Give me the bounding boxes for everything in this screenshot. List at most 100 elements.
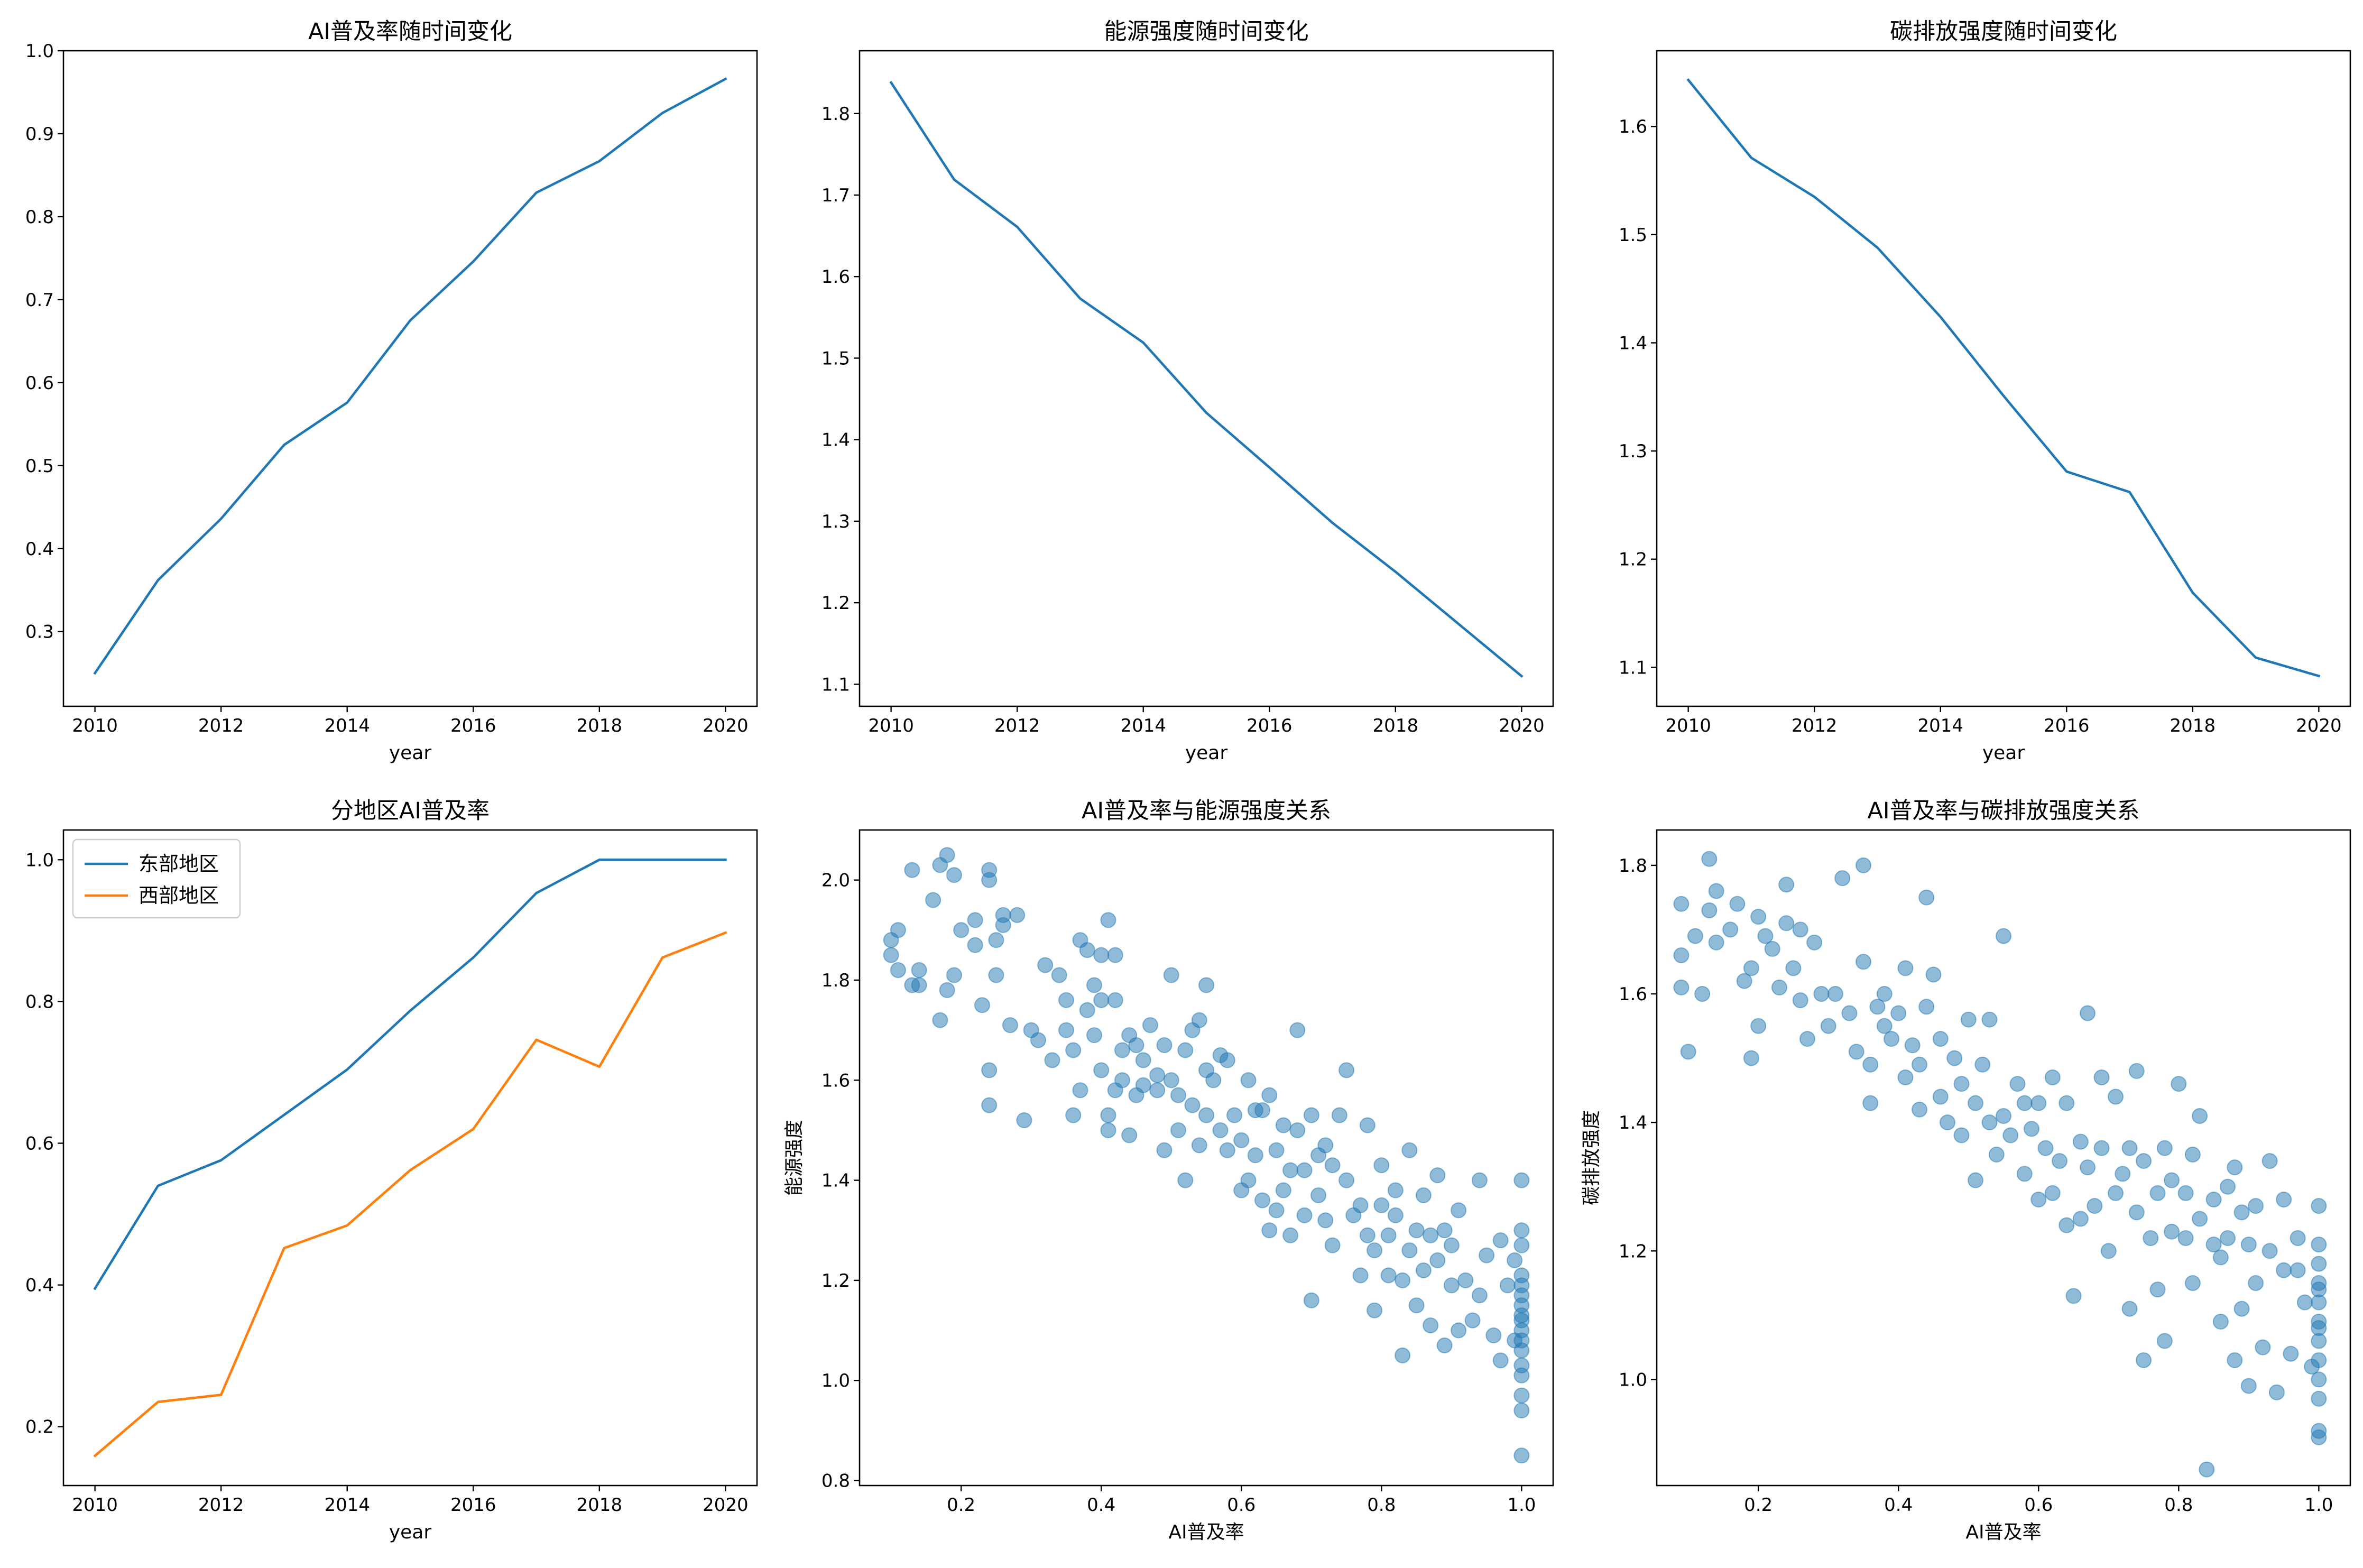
axes-frame bbox=[859, 50, 1554, 707]
scatter-point bbox=[2072, 1211, 2089, 1227]
scatter-point bbox=[1694, 986, 1711, 1002]
scatter-point bbox=[1722, 921, 1739, 938]
scatter-point bbox=[1436, 1222, 1453, 1239]
scatter-point bbox=[939, 982, 955, 998]
scatter-point bbox=[2311, 1281, 2327, 1298]
scatter-point bbox=[1275, 1182, 1291, 1198]
scatter-point bbox=[1254, 1192, 1271, 1209]
scatter-point bbox=[2276, 1192, 2292, 1208]
scatter-point bbox=[1855, 954, 1871, 970]
scatter-point bbox=[1764, 940, 1780, 957]
legend-label: 东部地区 bbox=[139, 852, 219, 875]
series-line-1 bbox=[93, 77, 727, 675]
scatter-point bbox=[2220, 1178, 2236, 1195]
scatter-point bbox=[2240, 1237, 2257, 1253]
scatter-point bbox=[1401, 1242, 1418, 1259]
scatter-point bbox=[1981, 1011, 1998, 1028]
scatter-point bbox=[2233, 1300, 2250, 1317]
x-tick-label: 2010 bbox=[868, 715, 914, 736]
x-tick-label: 2012 bbox=[198, 715, 244, 736]
scatter-point bbox=[1030, 1032, 1046, 1048]
y-tick-label: 0.8 bbox=[25, 207, 54, 228]
scatter-point bbox=[2177, 1230, 2194, 1246]
scatter-point bbox=[2052, 1153, 2068, 1169]
scatter-point bbox=[1415, 1187, 1432, 1203]
scatter-point bbox=[1457, 1272, 1474, 1288]
scatter-point bbox=[2024, 1121, 2040, 1137]
scatter-point bbox=[2128, 1204, 2145, 1221]
scatter-point bbox=[2255, 1339, 2271, 1355]
scatter-point bbox=[1331, 1107, 1347, 1123]
scatter-point bbox=[904, 862, 920, 878]
x-tick-label: 0.2 bbox=[1744, 1495, 1773, 1516]
scatter-point bbox=[1373, 1157, 1390, 1174]
scatter-point bbox=[1513, 1342, 1530, 1359]
scatter-point bbox=[2311, 1256, 2327, 1272]
x-tick-label: 0.6 bbox=[1227, 1495, 1256, 1516]
scatter-point bbox=[1869, 999, 1886, 1015]
x-tick-label: 2018 bbox=[1373, 715, 1419, 736]
scatter-point bbox=[1890, 1005, 1907, 1021]
scatter-point bbox=[1464, 1312, 1481, 1329]
y-tick-label: 0.7 bbox=[25, 290, 54, 311]
scatter-point bbox=[1289, 1122, 1306, 1138]
y-tick-label: 0.9 bbox=[25, 124, 54, 145]
scatter-point bbox=[1079, 942, 1095, 958]
scatter-point bbox=[1058, 1022, 1074, 1038]
scatter-point bbox=[2227, 1352, 2243, 1368]
scatter-point bbox=[2296, 1294, 2313, 1311]
scatter-point bbox=[1212, 1122, 1229, 1138]
scatter-point bbox=[1932, 1089, 1949, 1105]
scatter-point bbox=[1415, 1262, 1432, 1278]
scatter-point bbox=[2212, 1249, 2229, 1266]
scatter-point bbox=[1436, 1337, 1453, 1353]
scatter-point bbox=[1750, 909, 1767, 925]
scatter-point bbox=[2149, 1185, 2166, 1201]
scatter-point bbox=[1254, 1102, 1271, 1119]
axes-frame bbox=[1656, 829, 2351, 1487]
scatter-point bbox=[1219, 1052, 1235, 1068]
scatter-point bbox=[1911, 1101, 1927, 1118]
scatter-point bbox=[2149, 1281, 2166, 1298]
scatter-point bbox=[1177, 1172, 1194, 1188]
scatter-point bbox=[2087, 1198, 2103, 1214]
scatter-point bbox=[1359, 1117, 1376, 1133]
scatter-point bbox=[2143, 1230, 2159, 1246]
scatter-point bbox=[981, 1097, 998, 1113]
scatter-point bbox=[1058, 992, 1074, 1008]
y-tick-label: 1.6 bbox=[821, 266, 850, 288]
scatter-point bbox=[1513, 1403, 1530, 1419]
scatter-point bbox=[2199, 1461, 2215, 1478]
chart-panel-6: AI普及率与碳排放强度关系 0.2 0.4 0.6 0.8 1.0 1.0 1.2 1.4 1.6… bbox=[1581, 798, 2351, 1543]
scatter-point bbox=[1324, 1237, 1341, 1253]
scatter-point bbox=[1100, 912, 1116, 928]
scatter-point bbox=[1198, 1107, 1214, 1123]
scatter-point bbox=[1282, 1227, 1299, 1243]
y-tick-label: 1.6 bbox=[1619, 984, 1647, 1005]
x-tick-label: 2020 bbox=[1499, 715, 1545, 736]
scatter-point bbox=[2276, 1262, 2292, 1278]
scatter-point bbox=[1233, 1132, 1250, 1148]
scatter-point bbox=[1513, 1172, 1530, 1188]
y-tick-label: 1.7 bbox=[821, 185, 850, 206]
scatter-point bbox=[1387, 1182, 1404, 1198]
scatter-point bbox=[2171, 1076, 2187, 1092]
x-tick-label: 2016 bbox=[2044, 715, 2090, 736]
scatter-point bbox=[2311, 1198, 2327, 1214]
series-line-1 bbox=[889, 80, 1524, 678]
scatter-point bbox=[883, 947, 899, 963]
scatter-point bbox=[1352, 1267, 1369, 1284]
scatter-point bbox=[1086, 1027, 1102, 1044]
scatter-point bbox=[1072, 1082, 1088, 1099]
y-tick-label: 1.0 bbox=[821, 1370, 850, 1391]
scatter-point bbox=[1128, 1037, 1144, 1054]
scatter-point bbox=[1513, 1222, 1530, 1239]
scatter-point bbox=[2072, 1133, 2089, 1150]
axes-frame bbox=[62, 829, 758, 1487]
axes-frame bbox=[62, 50, 758, 707]
y-tick-label: 1.4 bbox=[821, 1170, 850, 1192]
scatter-point bbox=[1932, 1031, 1949, 1047]
scatter-point bbox=[1708, 934, 1724, 951]
scatter-point bbox=[1925, 966, 1942, 983]
scatter-point bbox=[1114, 1042, 1130, 1058]
